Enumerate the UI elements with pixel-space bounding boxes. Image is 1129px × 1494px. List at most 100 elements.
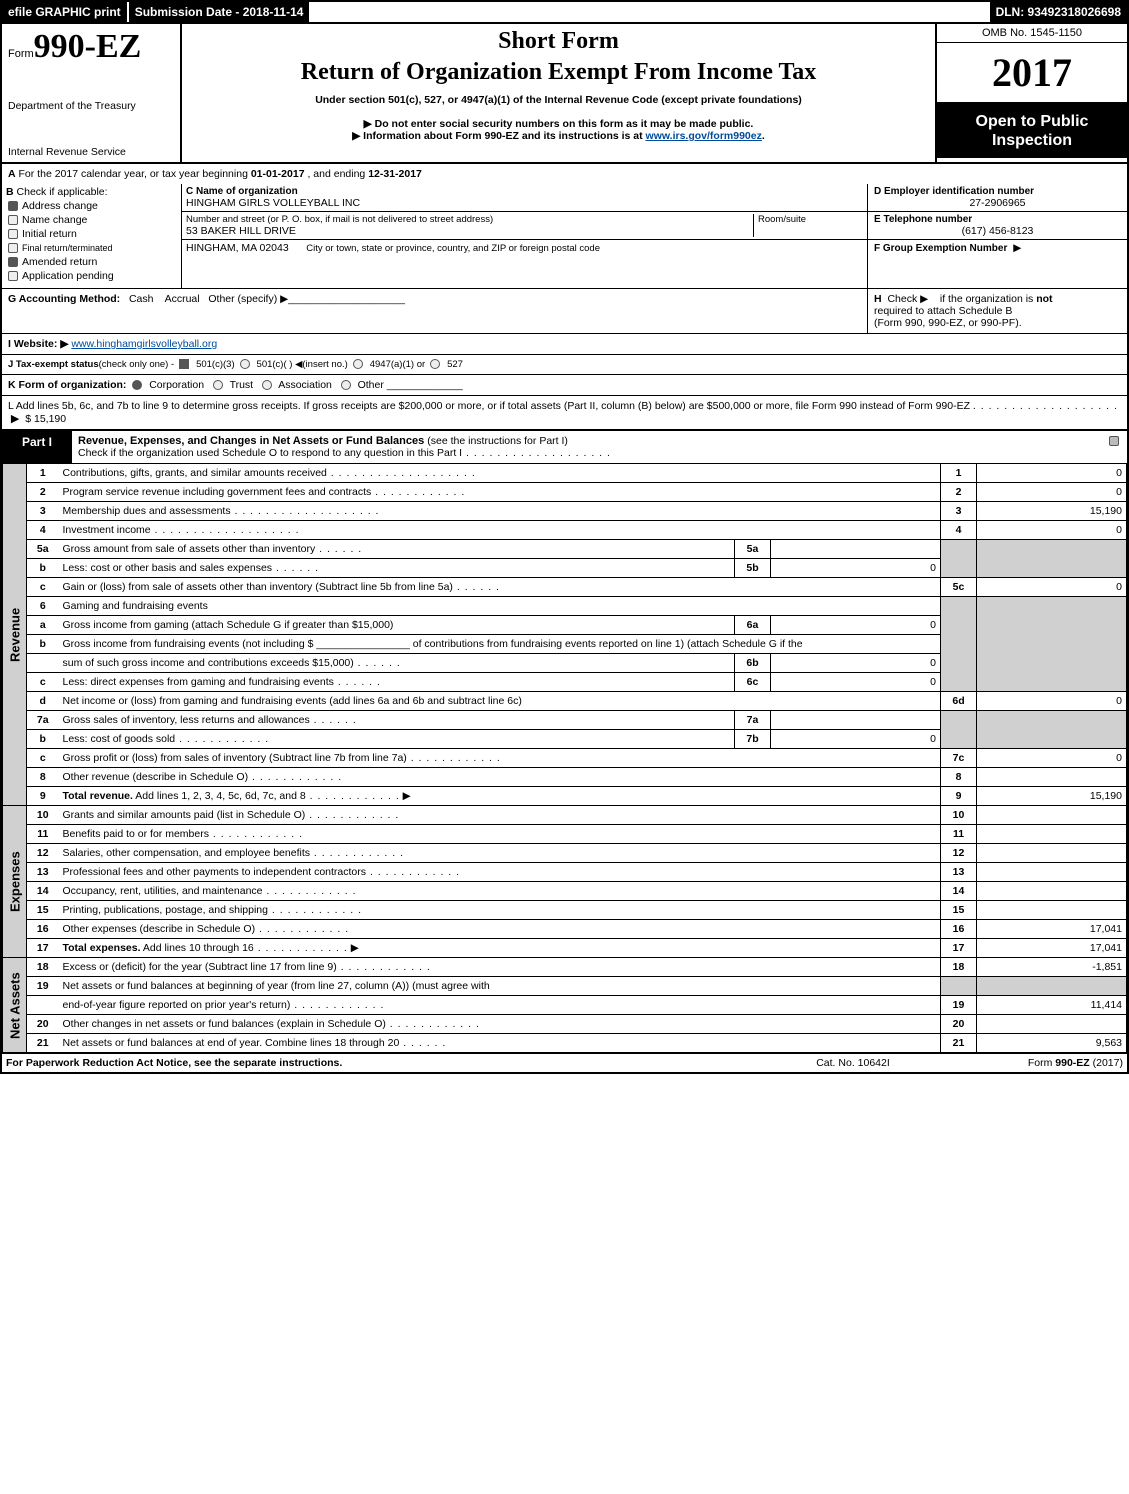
desc-text: Salaries, other compensation, and employ… xyxy=(63,847,310,859)
footer-pre: Form xyxy=(1028,1057,1055,1069)
C-label: C Name of organization xyxy=(186,186,863,197)
grey-cell xyxy=(941,977,977,996)
rownum: 5a xyxy=(27,540,59,559)
info-link[interactable]: www.irs.gov/form990ez xyxy=(646,130,762,142)
A-begin: 01-01-2017 xyxy=(251,168,305,180)
E-row: E Telephone number (617) 456-8123 xyxy=(868,212,1127,240)
desc-text: Add lines 1, 2, 3, 4, 5c, 6d, 7c, and 8 xyxy=(133,790,306,802)
desc: Salaries, other compensation, and employ… xyxy=(59,844,941,863)
footer: For Paperwork Reduction Act Notice, see … xyxy=(2,1053,1127,1072)
desc-text: Gross amount from sale of assets other t… xyxy=(63,543,316,555)
checkbox-icon xyxy=(8,201,18,211)
rownum: 9 xyxy=(27,787,59,806)
desc-text: Gross sales of inventory, less returns a… xyxy=(63,714,310,726)
sidebar-expenses: Expenses xyxy=(3,806,27,958)
rownum: 10 xyxy=(27,806,59,825)
radio-icon[interactable] xyxy=(213,380,223,390)
dots xyxy=(315,543,362,555)
sub-lineval xyxy=(771,540,941,559)
desc: Gross sales of inventory, less returns a… xyxy=(59,711,735,730)
rownum: c xyxy=(27,578,59,597)
desc: Investment income xyxy=(59,521,941,540)
lineval: 11,414 xyxy=(977,996,1127,1015)
desc-post: of contributions from fundraising events… xyxy=(410,638,803,650)
sub-linenum: 7b xyxy=(735,730,771,749)
rownum: a xyxy=(27,616,59,635)
radio-icon[interactable] xyxy=(240,359,250,369)
checkbox-icon[interactable] xyxy=(1109,436,1119,446)
radio-icon[interactable] xyxy=(132,380,142,390)
F-arrow: ▶ xyxy=(1013,242,1021,254)
section-C: C Name of organization HINGHAM GIRLS VOL… xyxy=(182,184,867,288)
ck-initial-return[interactable]: Initial return xyxy=(8,228,177,240)
main-table: Revenue 1 Contributions, gifts, grants, … xyxy=(2,463,1127,1053)
section-L: L Add lines 5b, 6c, and 7b to line 9 to … xyxy=(2,395,1127,429)
lineval: 17,041 xyxy=(977,939,1127,958)
A-end: 12-31-2017 xyxy=(368,168,422,180)
dept-irs: Internal Revenue Service xyxy=(8,146,174,158)
ck-address-change[interactable]: Address change xyxy=(8,200,177,212)
sub-lineval xyxy=(771,711,941,730)
desc: Total revenue. Add lines 1, 2, 3, 4, 5c,… xyxy=(59,787,941,806)
grey-cell xyxy=(977,540,1127,578)
dots xyxy=(366,866,460,878)
row-16: 16 Other expenses (describe in Schedule … xyxy=(3,920,1127,939)
radio-icon[interactable] xyxy=(262,380,272,390)
dots xyxy=(462,447,611,459)
radio-icon[interactable] xyxy=(353,359,363,369)
L-arrow: ▶ xyxy=(11,413,19,425)
desc: Gaming and fundraising events xyxy=(59,597,941,616)
C-addr-value: 53 BAKER HILL DRIVE xyxy=(186,225,753,237)
rownum: 14 xyxy=(27,882,59,901)
E-label: E Telephone number xyxy=(874,214,1121,225)
H-text3: required to attach Schedule B xyxy=(874,305,1012,317)
part-I-header: Part I Revenue, Expenses, and Changes in… xyxy=(2,429,1127,463)
D-row: D Employer identification number 27-2906… xyxy=(868,184,1127,212)
row-1: Revenue 1 Contributions, gifts, grants, … xyxy=(3,464,1127,483)
dots xyxy=(231,505,380,517)
row-3: 3 Membership dues and assessments 3 15,1… xyxy=(3,502,1127,521)
rownum: 1 xyxy=(27,464,59,483)
dots xyxy=(290,999,384,1011)
sub-lineval: 0 xyxy=(771,730,941,749)
lineval xyxy=(977,863,1127,882)
row-6: 6 Gaming and fundraising events xyxy=(3,597,1127,616)
linenum: 19 xyxy=(941,996,977,1015)
C-city-value: HINGHAM, MA 02043 xyxy=(186,242,289,254)
lineval xyxy=(977,806,1127,825)
desc-text: Benefits paid to or for members xyxy=(63,828,209,840)
ck-label: Initial return xyxy=(22,228,77,240)
ck-final-return[interactable]: Final return/terminated xyxy=(8,242,177,254)
dln-badge: DLN: 93492318026698 xyxy=(990,2,1127,22)
linenum: 18 xyxy=(941,958,977,977)
J-opt4: 527 xyxy=(447,359,463,370)
form-header: Form990-EZ Department of the Treasury In… xyxy=(2,22,1127,162)
rownum: d xyxy=(27,692,59,711)
dots xyxy=(399,1037,446,1049)
ck-label: Final return/terminated xyxy=(22,243,113,253)
dots xyxy=(248,771,342,783)
desc: Other expenses (describe in Schedule O) xyxy=(59,920,941,939)
section-A: A For the 2017 calendar year, or tax yea… xyxy=(2,162,1127,184)
tax-year: 2017 xyxy=(937,43,1127,104)
sub-lineval: 0 xyxy=(771,654,941,673)
checkbox-icon[interactable] xyxy=(179,359,189,369)
rownum: c xyxy=(27,749,59,768)
J-label: J Tax-exempt status xyxy=(8,359,99,370)
website-link[interactable]: www.hinghamgirlsvolleyball.org xyxy=(71,338,217,350)
footer-formref: Form 990-EZ (2017) xyxy=(953,1057,1123,1069)
sub-linenum: 6a xyxy=(735,616,771,635)
ck-application-pending[interactable]: Application pending xyxy=(8,270,177,282)
ck-name-change[interactable]: Name change xyxy=(8,214,177,226)
return-title: Return of Organization Exempt From Incom… xyxy=(188,59,929,86)
desc: Total expenses. Add lines 10 through 16 … xyxy=(59,939,941,958)
desc-pre: Gross income from fundraising events (no… xyxy=(63,638,317,650)
radio-icon[interactable] xyxy=(341,380,351,390)
header-center: Short Form Return of Organization Exempt… xyxy=(182,24,937,162)
do-not-enter: ▶ Do not enter social security numbers o… xyxy=(188,118,929,130)
grey-cell xyxy=(977,711,1127,749)
ck-amended-return[interactable]: Amended return xyxy=(8,256,177,268)
checkbox-icon xyxy=(8,229,18,239)
topbar: efile GRAPHIC print Submission Date - 20… xyxy=(2,2,1127,22)
radio-icon[interactable] xyxy=(430,359,440,369)
